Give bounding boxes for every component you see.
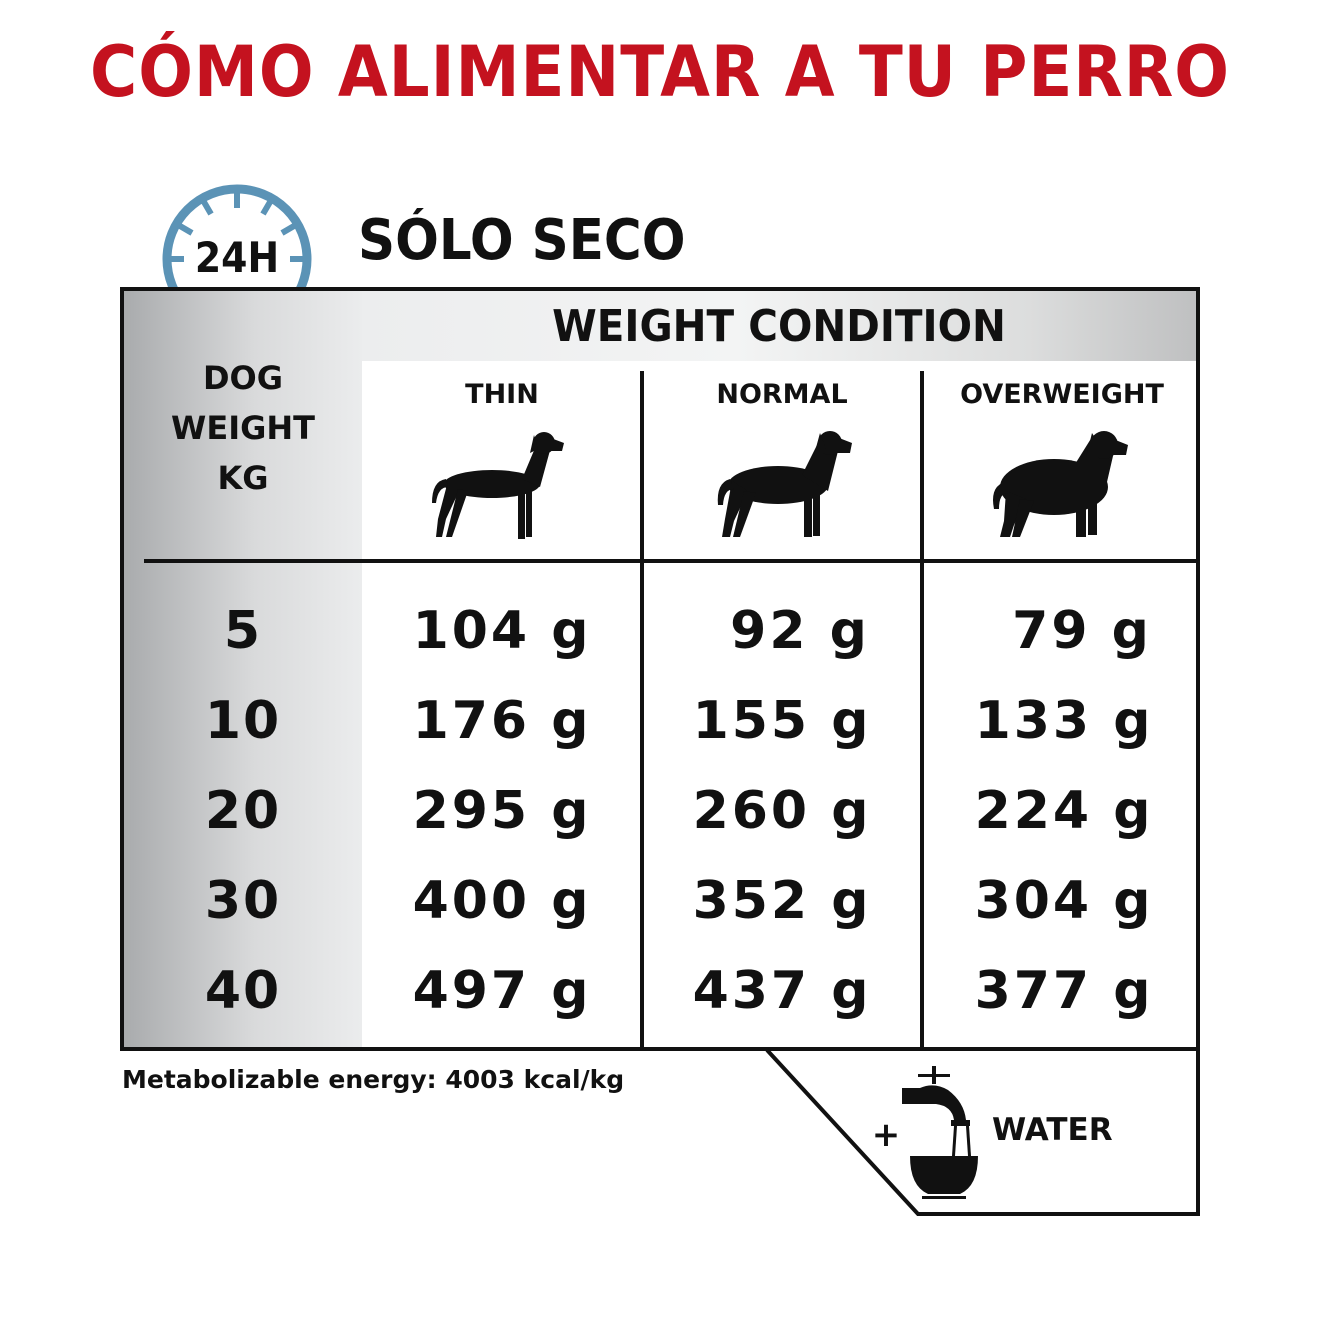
plus-sign: + (872, 1115, 901, 1155)
header-band (362, 291, 1196, 361)
dog-weight-value: 40 (204, 961, 282, 1021)
portion-thin: 400 g (412, 871, 592, 931)
portion-overweight: 377 g (974, 961, 1154, 1021)
clock-label: 24H (195, 234, 279, 282)
dog-weight-header-line: WEIGHT (171, 409, 315, 447)
dog-overweight-icon (993, 431, 1128, 537)
header-divider (144, 559, 1196, 563)
table-row: 5 104 g 92 g 79 g (124, 601, 1196, 661)
table-row: 20 295 g 260 g 224 g (124, 781, 1196, 841)
water-label: WATER (992, 1112, 1113, 1148)
column-header-normal: NORMAL (716, 379, 848, 410)
portion-normal: 437 g (692, 961, 872, 1021)
dog-weight-value: 20 (204, 781, 282, 841)
column-divider (640, 371, 644, 1051)
feeding-type-heading: SÓLO SECO (358, 208, 686, 273)
portion-overweight: 304 g (974, 871, 1154, 931)
portion-normal: 352 g (692, 871, 872, 931)
table-row: 40 497 g 437 g 377 g (124, 961, 1196, 1021)
table-row: 30 400 g 352 g 304 g (124, 871, 1196, 931)
portion-normal: 155 g (692, 691, 872, 751)
portion-normal: 92 g (730, 601, 870, 661)
dog-weight-value: 30 (204, 871, 282, 931)
column-header-thin: THIN (465, 379, 539, 410)
weight-column-bg (124, 291, 362, 1047)
dog-weight-header-line: KG (217, 459, 269, 497)
page-title: CÓMO ALIMENTAR A TU PERRO (90, 31, 1230, 113)
water-box: + (765, 1048, 1200, 1216)
portion-overweight: 79 g (1012, 601, 1152, 661)
weight-condition-header: WEIGHT CONDITION (552, 301, 1006, 352)
water-tap-bowl-icon (902, 1066, 978, 1199)
column-header-overweight: OVERWEIGHT (960, 379, 1164, 410)
portion-overweight: 224 g (974, 781, 1154, 841)
metabolizable-energy-note: Metabolizable energy: 4003 kcal/kg (122, 1065, 625, 1094)
feeding-table: WEIGHT CONDITION DOG WEIGHT KG THIN NORM… (120, 287, 1200, 1051)
clock-24h-icon: 24H (162, 184, 312, 288)
portion-thin: 295 g (412, 781, 592, 841)
table-row: 10 176 g 155 g 133 g (124, 691, 1196, 751)
dog-weight-value: 10 (204, 691, 282, 751)
dog-normal-icon (717, 431, 852, 537)
portion-thin: 176 g (412, 691, 592, 751)
portion-normal: 260 g (692, 781, 872, 841)
portion-overweight: 133 g (974, 691, 1154, 751)
dog-weight-header: DOG WEIGHT KG (124, 353, 362, 503)
portion-thin: 104 g (412, 601, 592, 661)
column-divider (920, 371, 924, 1051)
dog-weight-value: 5 (223, 601, 263, 661)
portion-thin: 497 g (412, 961, 592, 1021)
dog-thin-icon (432, 432, 564, 539)
dog-weight-header-line: DOG (202, 359, 284, 397)
